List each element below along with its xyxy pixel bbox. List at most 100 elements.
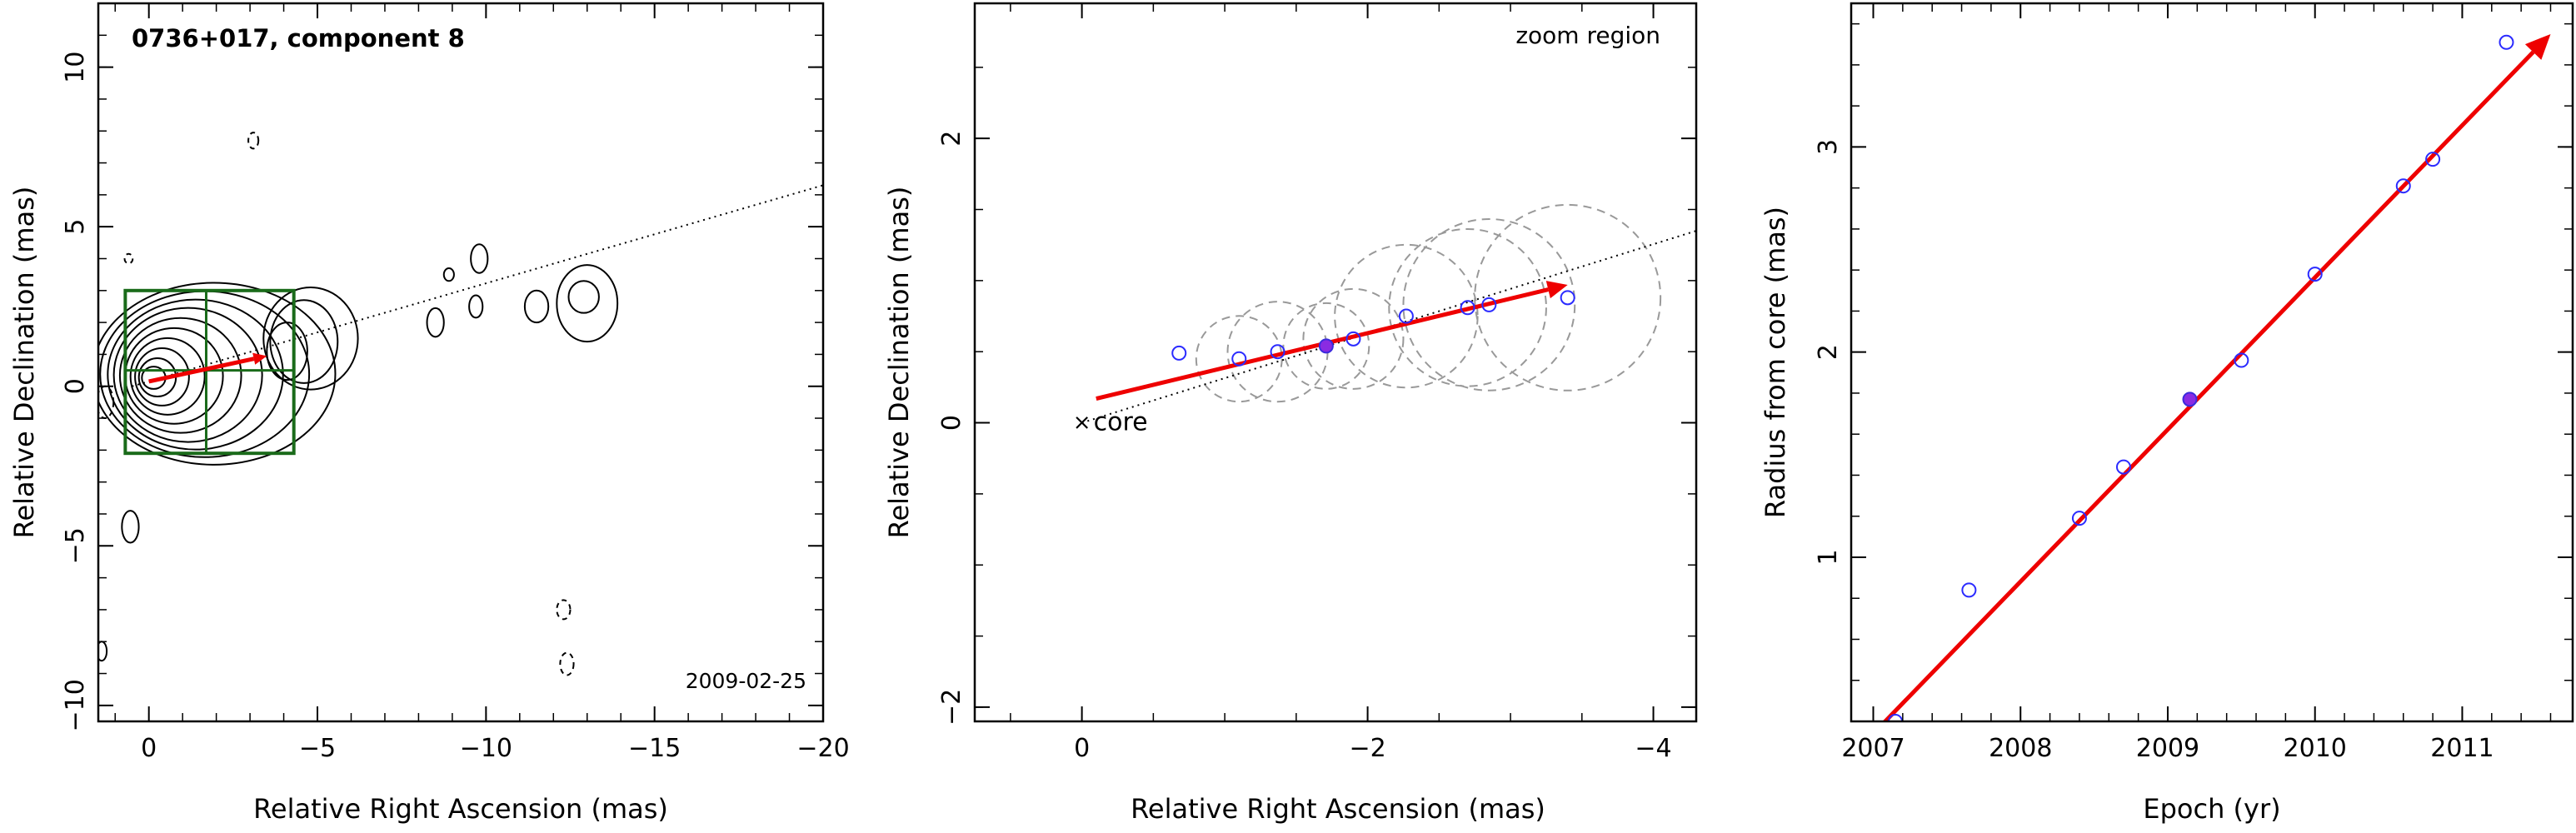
radius-epoch-x-tick-label: 2007 [1841,734,1905,763]
jet-contour [442,267,455,282]
radius-point [2499,34,2514,50]
jet-contour [266,322,308,382]
negative-contour [559,651,575,676]
core-contour [98,282,337,466]
radius-point [2307,267,2323,282]
zoom-region-frame [973,2,1698,723]
contour-map-frame [97,2,825,723]
radius-epoch-y-axis-label: Radius from core (mas) [1760,207,1791,518]
contour-map-ticks: 0 −5 −10 −15 −20 −10 −5 0 5 10 [61,2,850,763]
contour-map-title: 0736+017, component 8 [132,24,465,52]
component-position-point [1460,300,1475,316]
zoom-region-x-tick-label: −2 [1349,734,1385,763]
radius-point [2425,152,2441,167]
zoom-region-x-tick-label: 0 [1074,734,1090,763]
jet-contour [269,299,339,384]
radius-epoch-x-tick-label: 2009 [2136,734,2199,763]
jet-contour [470,243,489,274]
contour-map-x-tick-label: 0 [141,734,157,763]
contour-map-y-axis-label: Relative Declination (mas) [8,187,40,539]
negative-contour [123,252,134,265]
contour-map-y-tick-label: 0 [61,378,90,394]
component-position-point [1231,351,1247,367]
radius-point [2071,511,2087,526]
core-contour [118,317,242,434]
radius-point [1888,714,1904,721]
panel-zoom-region: × core 0 −2 −4 −2 0 2 zoom region Relative Rig… [883,2,1698,825]
contour-map-x-axis-label: Relative Right Ascension (mas) [253,793,668,825]
fit-arrow-head [2524,33,2551,60]
component-position-point [1560,290,1575,306]
component-position-point [1398,308,1414,324]
core-contour [134,347,190,407]
jet-contour [567,280,600,314]
core-marker: × [1073,411,1091,436]
jet-contour [556,264,619,343]
contour-map-y-tick-label: 10 [61,52,90,83]
motion-vector-head [1545,281,1568,299]
component-size-circle [1474,203,1662,392]
radius-point [2234,352,2249,368]
zoom-region-y-tick-label: 0 [937,415,966,431]
radius-epoch-frame [1850,2,2574,723]
zoom-region-box [123,288,296,456]
component-size-circle [1195,315,1283,403]
core-label: core [1094,408,1148,437]
panel-radius-epoch: 2007 2008 2009 2010 2011 1 2 3 Epoch (yr) Radiu… [1760,2,2574,825]
contour-map-y-tick-label: 5 [61,219,90,235]
component-position-point [1270,344,1286,360]
highlighted-radius-point [2182,392,2198,407]
radius-epoch-x-tick-label: 2011 [2430,734,2494,763]
jet-contour [121,510,140,544]
zoom-region-title: zoom region [1515,22,1660,49]
jet-direction-line [132,184,823,387]
jet-contour [262,286,359,391]
radius-point [2395,178,2411,194]
core-contour [129,337,206,416]
zoom-region-ticks: 0 −2 −4 −2 0 2 [937,3,1696,763]
core-contour [112,307,263,443]
radius-epoch-y-tick-label: 2 [1814,344,1843,360]
component-size-circle [1334,243,1479,389]
jet-contour [523,289,550,324]
contour-map-x-tick-label: −15 [628,734,681,763]
contour-map-y-tick-label: −5 [61,527,90,564]
core-contour [107,298,284,451]
jet-contour [426,307,445,338]
radius-epoch-marks [1882,33,2551,721]
component-position-point [1481,297,1497,312]
contour-map-y-tick-label: −10 [61,679,90,731]
radius-epoch-x-tick-label: 2008 [1989,734,2052,763]
fit-line [1882,50,2535,721]
component-size-circle [1402,217,1576,392]
zoom-region-x-axis-label: Relative Right Ascension (mas) [1131,793,1545,825]
radius-point [1961,582,1977,598]
radius-epoch-x-axis-label: Epoch (yr) [2143,793,2280,825]
component-size-circle [1302,287,1405,390]
radius-epoch-y-tick-label: 3 [1814,139,1843,155]
radius-epoch-ticks: 2007 2008 2009 2010 2011 1 2 3 [1814,3,2573,763]
zoom-region-y-axis-label: Relative Declination (mas) [883,187,915,539]
zoom-region-y-tick-label: −2 [937,689,966,726]
zoom-region-y-tick-label: 2 [937,131,966,147]
component-position-point [1171,345,1187,361]
contour-map-x-tick-label: −5 [299,734,336,763]
component-position-point [1345,331,1361,347]
radius-epoch-y-tick-label: 1 [1814,549,1843,565]
radius-point [2115,459,2131,475]
component-size-circle [1388,227,1547,387]
contour-map-x-tick-label: −20 [796,734,849,763]
contour-map-x-tick-label: −10 [460,734,512,763]
component-size-circle [1282,302,1370,390]
epoch-date-label: 2009-02-25 [686,669,806,693]
motion-vector-head [252,352,267,365]
negative-contour [556,599,572,621]
motion-vector [148,357,255,384]
contour-map-marks [98,132,823,676]
negative-contour [247,132,260,150]
jet-contour [468,294,484,319]
zoom-region-x-tick-label: −4 [1635,734,1671,763]
radius-epoch-x-tick-label: 2010 [2284,734,2347,763]
zoom-region-marks: × core [1073,203,1696,437]
